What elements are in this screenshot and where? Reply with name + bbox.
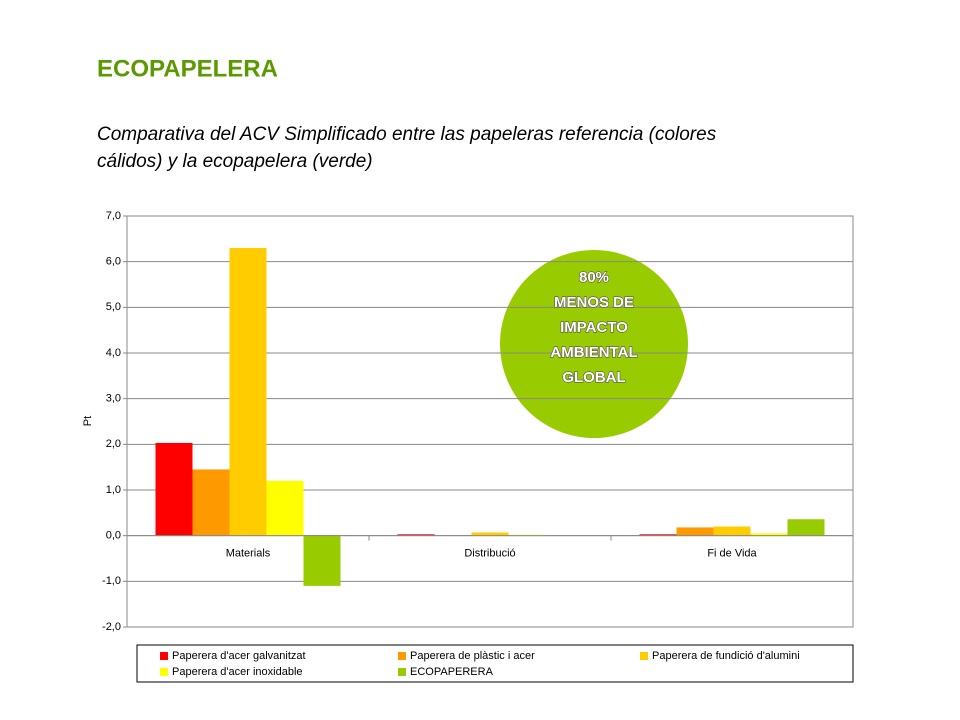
y-tick-label: 4,0: [106, 347, 121, 359]
annotation-text: IMPACTO: [560, 319, 628, 336]
annotation-text: AMBIENTAL: [550, 344, 637, 361]
bar: [713, 526, 751, 536]
y-axis-label: Pt: [82, 416, 94, 426]
y-tick-label: 1,0: [106, 484, 121, 496]
bar: [155, 442, 193, 536]
y-tick-label: 5,0: [106, 301, 121, 313]
bar: [397, 534, 435, 536]
legend-swatch: [640, 652, 648, 660]
annotation-text: MENOS DE: [554, 294, 634, 311]
legend-swatch: [160, 668, 168, 676]
y-tick-label: 0,0: [106, 530, 121, 542]
bar: [787, 519, 825, 536]
legend-label: Paperera de fundició d'alumini: [652, 650, 800, 662]
y-tick-label: 2,0: [106, 438, 121, 450]
x-tick-label: Materials: [226, 548, 271, 560]
bar: [303, 535, 341, 586]
y-tick-label: -1,0: [102, 575, 121, 587]
annotation-circle: [500, 250, 688, 438]
subtitle: cálidos) y la ecopapelera (verde): [97, 151, 373, 172]
bar: [192, 469, 230, 536]
y-tick-label: -2,0: [102, 621, 121, 633]
x-tick-label: Distribució: [464, 548, 515, 560]
annotation-text: GLOBAL: [562, 369, 625, 386]
annotation-text: 80%: [579, 269, 609, 286]
bar: [750, 533, 788, 536]
legend-label: ECOPAPERERA: [410, 666, 494, 678]
legend-label: Paperera d'acer inoxidable: [172, 666, 303, 678]
y-tick-label: 7,0: [106, 210, 121, 222]
y-tick-label: 6,0: [106, 256, 121, 268]
legend-swatch: [398, 668, 406, 676]
subtitle: Comparativa del ACV Simplificado entre l…: [97, 124, 717, 145]
bar: [639, 534, 677, 536]
legend-label: Paperera d'acer galvanitzat: [172, 650, 306, 662]
bar: [471, 532, 509, 536]
y-tick-label: 3,0: [106, 393, 121, 405]
x-tick-label: Fi de Vida: [707, 548, 757, 560]
legend-label: Paperera de plàstic i acer: [410, 650, 535, 662]
bar: [266, 480, 304, 536]
bar: [676, 527, 714, 536]
bar: [229, 247, 267, 536]
title: ECOPAPELERA: [97, 55, 278, 82]
legend-swatch: [398, 652, 406, 660]
legend-swatch: [160, 652, 168, 660]
legend: [136, 644, 854, 683]
